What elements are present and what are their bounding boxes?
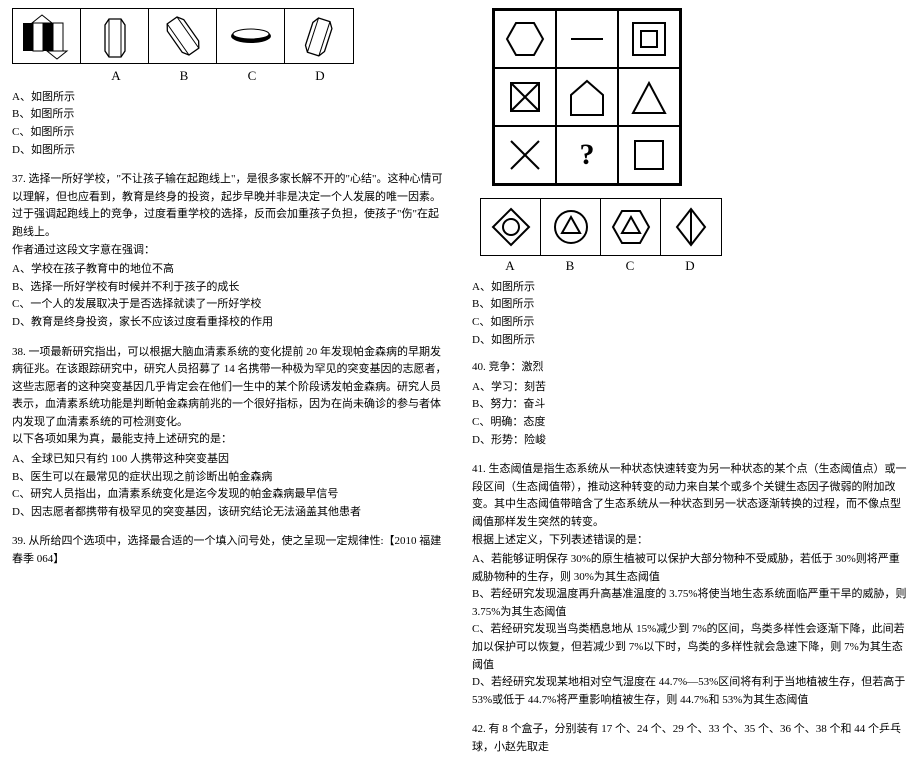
q40-stem: 40. 竞争：激烈: [472, 359, 908, 377]
ans-label-a: A: [480, 256, 540, 277]
q39-options: A、如图所示 B、如图所示 C、如图所示 D、如图所示: [472, 279, 908, 349]
opt: C、若经研究发现当鸟类栖息地从 15%减少到 7%的区间，鸟类多样性会逐渐下降，…: [472, 621, 908, 674]
q39-grid: ?: [492, 8, 682, 186]
label-d: D: [286, 66, 354, 87]
label-a: A: [82, 66, 150, 87]
opt: C、如图所示: [472, 314, 908, 332]
q41-stem: 41. 生态阈值是指生态系统从一种状态快速转变为另一种状态的某个点（生态阈值点）…: [472, 461, 908, 531]
opt: D、因志愿者都携带有极罕见的突变基因，该研究结论无法涵盖其他患者: [12, 504, 448, 522]
q36-stem-cell: [13, 9, 81, 63]
opt: D、如图所示: [12, 142, 448, 160]
q36-options: A、如图所示 B、如图所示 C、如图所示 D、如图所示: [12, 89, 448, 159]
opt: B、医生可以在最常见的症状出现之前诊断出帕金森病: [12, 469, 448, 487]
q39-answers: A B C D A、如图所示 B、如图所示 C、如图所示 D、如图所示: [472, 186, 908, 349]
q39-answer-row: [480, 198, 722, 256]
q36-cell-d: [285, 9, 353, 63]
gcell-3-2-question: ?: [556, 126, 618, 184]
opt: A、学习：刻苦: [472, 379, 908, 397]
gcell-2-1: [494, 68, 556, 126]
q40: 40. 竞争：激烈 A、学习：刻苦 B、努力：奋斗 C、明确：态度 D、形势：险…: [472, 359, 908, 449]
gcell-1-3: [618, 10, 680, 68]
q36-cell-a: [81, 9, 149, 63]
opt: B、努力：奋斗: [472, 396, 908, 414]
q39-stem: 39. 从所给四个选项中，选择最合适的一个填入问号处，使之呈现一定规律性:【20…: [12, 533, 448, 568]
gcell-3-3: [618, 126, 680, 184]
gcell-3-1: [494, 126, 556, 184]
label-b: B: [150, 66, 218, 87]
q37-options: A、学校在孩子教育中的地位不高 B、选择一所好学校有时候并不利于孩子的成长 C、…: [12, 261, 448, 331]
opt: B、选择一所好学校有时候并不利于孩子的成长: [12, 279, 448, 297]
q42-stem: 42. 有 8 个盒子，分别装有 17 个、24 个、29 个、33 个、35 …: [472, 721, 908, 756]
ans-label-b: B: [540, 256, 600, 277]
opt: A、全球已知只有约 100 人携带这种突变基因: [12, 451, 448, 469]
ans-label-c: C: [600, 256, 660, 277]
q41: 41. 生态阈值是指生态系统从一种状态快速转变为另一种状态的某个点（生态阈值点）…: [472, 461, 908, 709]
ans-d: [661, 199, 721, 255]
opt: B、如图所示: [472, 296, 908, 314]
opt: D、如图所示: [472, 332, 908, 350]
q41-options: A、若能够证明保存 30%的原生植被可以保护大部分物种不受威胁，若低于 30%则…: [472, 551, 908, 709]
gcell-2-2: [556, 68, 618, 126]
q36: A B C D A、如图所示 B、如图所示 C、如图所示 D、如图所示: [12, 8, 448, 159]
opt: D、教育是终身投资，家长不应该过度看重择校的作用: [12, 314, 448, 332]
ans-c: [601, 199, 661, 255]
q37-lead: 作者通过这段文字意在强调：: [12, 242, 448, 260]
q39-stem-block: 39. 从所给四个选项中，选择最合适的一个填入问号处，使之呈现一定规律性:【20…: [12, 533, 448, 568]
q38: 38. 一项最新研究指出，可以根据大脑血清素系统的变化提前 20 年发现帕金森病…: [12, 344, 448, 522]
q40-options: A、学习：刻苦 B、努力：奋斗 C、明确：态度 D、形势：险峻: [472, 379, 908, 449]
opt: C、一个人的发展取决于是否选择就读了一所好学校: [12, 296, 448, 314]
q36-labels: A B C D: [82, 66, 448, 87]
q38-lead: 以下各项如果为真，最能支持上述研究的是：: [12, 431, 448, 449]
question-mark-icon: ?: [580, 131, 595, 179]
q38-options: A、全球已知只有约 100 人携带这种突变基因 B、医生可以在最常见的症状出现之…: [12, 451, 448, 521]
q38-stem: 38. 一项最新研究指出，可以根据大脑血清素系统的变化提前 20 年发现帕金森病…: [12, 344, 448, 432]
left-column: A B C D A、如图所示 B、如图所示 C、如图所示 D、如图所示 37. …: [0, 0, 460, 651]
ans-label-d: D: [660, 256, 720, 277]
q36-cell-b: [149, 9, 217, 63]
opt: A、若能够证明保存 30%的原生植被可以保护大部分物种不受威胁，若低于 30%则…: [472, 551, 908, 586]
q36-figure-box: [12, 8, 354, 64]
label-c: C: [218, 66, 286, 87]
ans-b: [541, 199, 601, 255]
opt: C、如图所示: [12, 124, 448, 142]
q37-stem: 37. 选择一所好学校，"不让孩子输在起跑线上"，是很多家长解不开的"心结"。这…: [12, 171, 448, 241]
q39-answer-labels: A B C D: [480, 256, 908, 277]
gcell-1-2: [556, 10, 618, 68]
opt: B、如图所示: [12, 106, 448, 124]
opt: C、明确：态度: [472, 414, 908, 432]
q37: 37. 选择一所好学校，"不让孩子输在起跑线上"，是很多家长解不开的"心结"。这…: [12, 171, 448, 331]
opt: A、如图所示: [472, 279, 908, 297]
q41-lead: 根据上述定义，下列表述错误的是：: [472, 532, 908, 550]
opt: B、若经研究发现温度再升高基准温度的 3.75%将使当地生态系统面临严重干旱的威…: [472, 586, 908, 621]
q42: 42. 有 8 个盒子，分别装有 17 个、24 个、29 个、33 个、35 …: [472, 721, 908, 756]
opt: A、学校在孩子教育中的地位不高: [12, 261, 448, 279]
opt: D、形势：险峻: [472, 432, 908, 450]
opt: C、研究人员指出，血清素系统变化是迄今发现的帕金森病最早信号: [12, 486, 448, 504]
right-column: ? A B C D: [460, 0, 920, 651]
q36-cell-c: [217, 9, 285, 63]
opt: A、如图所示: [12, 89, 448, 107]
ans-a: [481, 199, 541, 255]
gcell-1-1: [494, 10, 556, 68]
opt: D、若经研究发现某地相对空气湿度在 44.7%—53%区间将有利于当地植被生存，…: [472, 674, 908, 709]
gcell-2-3: [618, 68, 680, 126]
